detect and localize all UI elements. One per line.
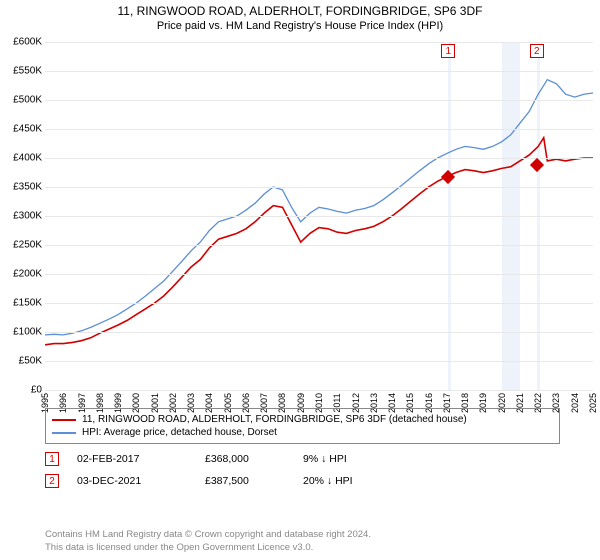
legend-box: 11, RINGWOOD ROAD, ALDERHOLT, FORDINGBRI… [45,408,560,444]
y-tick-label: £450K [0,124,42,135]
y-tick-label: £600K [0,37,42,48]
gridline [45,216,593,217]
legend-label: HPI: Average price, detached house, Dors… [82,427,277,438]
legend-swatch [52,432,76,434]
legend-item: 11, RINGWOOD ROAD, ALDERHOLT, FORDINGBRI… [52,413,553,426]
chart-area: £0£50K£100K£150K£200K£250K£300K£350K£400… [45,42,593,390]
x-tick-label: 2024 [570,393,580,413]
legend-item: HPI: Average price, detached house, Dors… [52,426,553,439]
gridline [45,187,593,188]
footer-line1: Contains HM Land Registry data © Crown c… [45,529,371,541]
y-tick-label: £100K [0,327,42,338]
y-tick-label: £300K [0,211,42,222]
y-tick-label: £50K [0,356,42,367]
y-tick-label: £350K [0,182,42,193]
gridline [45,129,593,130]
gridline [45,274,593,275]
event-price: £368,000 [205,453,285,465]
y-tick-label: £400K [0,153,42,164]
marker-label-box: 2 [530,44,544,58]
events-table: 1 02-FEB-2017 £368,000 9% ↓ HPI 2 03-DEC-2021… [45,448,353,492]
gridline [45,303,593,304]
y-tick-label: £0 [0,385,42,396]
y-tick-label: £250K [0,240,42,251]
footer-line2: This data is licensed under the Open Gov… [45,542,371,554]
event-row: 1 02-FEB-2017 £368,000 9% ↓ HPI [45,448,353,470]
event-date: 02-FEB-2017 [77,453,187,465]
legend-label: 11, RINGWOOD ROAD, ALDERHOLT, FORDINGBRI… [82,414,467,425]
event-pct-vs-hpi: 20% ↓ HPI [303,475,353,487]
event-price: £387,500 [205,475,285,487]
gridline [45,42,593,43]
x-tick-label: 2025 [588,393,598,413]
gridline [45,390,593,391]
event-marker-box: 2 [45,474,59,488]
event-date: 03-DEC-2021 [77,475,187,487]
y-tick-label: £200K [0,269,42,280]
gridline [45,100,593,101]
event-row: 2 03-DEC-2021 £387,500 20% ↓ HPI [45,470,353,492]
legend-swatch [52,419,76,421]
gridline [45,332,593,333]
marker-label-box: 1 [441,44,455,58]
series-hpi [45,80,593,335]
gridline [45,71,593,72]
y-tick-label: £550K [0,66,42,77]
chart-subtitle: Price paid vs. HM Land Registry's House … [0,18,600,32]
footer-attribution: Contains HM Land Registry data © Crown c… [45,529,371,554]
event-pct-vs-hpi: 9% ↓ HPI [303,453,347,465]
chart-title: 11, RINGWOOD ROAD, ALDERHOLT, FORDINGBRI… [0,0,600,18]
gridline [45,245,593,246]
y-tick-label: £150K [0,298,42,309]
event-marker-box: 1 [45,452,59,466]
gridline [45,158,593,159]
gridline [45,361,593,362]
series-property [45,138,593,345]
y-tick-label: £500K [0,95,42,106]
